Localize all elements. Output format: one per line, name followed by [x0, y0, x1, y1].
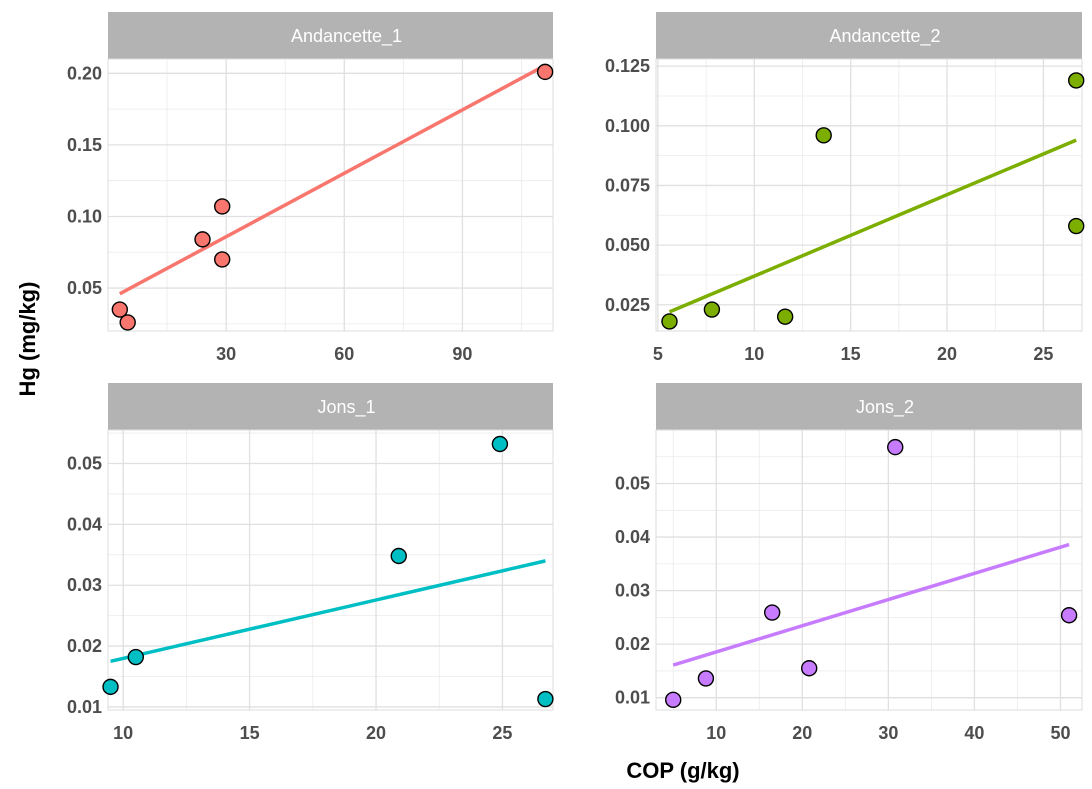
- facet-panels: Andancette_130 60 900.050.100.150.20Andanc…: [67, 12, 1085, 743]
- data-point: [763, 604, 781, 621]
- panel-background: [108, 59, 553, 331]
- regression-line: [668, 138, 1077, 314]
- x-tick-label: 20: [792, 723, 812, 743]
- data-point: [127, 648, 145, 666]
- y-axis-title: Hg (mg/kg): [15, 282, 40, 397]
- y-tick-label: 0.04: [615, 527, 650, 547]
- x-tick-label: 60: [334, 344, 354, 364]
- data-point: [665, 691, 682, 709]
- x-tick-label: 20: [937, 344, 957, 364]
- y-tick-label: 0.20: [67, 63, 102, 83]
- facet-panel-3: Jons_1 10 15 20 25 0.01 0.02 0.03 0.04 0.05: [67, 383, 554, 743]
- data-point: [102, 678, 119, 696]
- y-tick-label: 0.01: [67, 697, 102, 717]
- y-tick-label: 0.03: [615, 581, 650, 601]
- data-point: [537, 690, 554, 708]
- data-point: [111, 301, 129, 318]
- y-tick-label: 0.05: [615, 474, 650, 494]
- panel-border: [655, 429, 1083, 711]
- panel-border: [107, 429, 554, 711]
- data-point: [119, 314, 136, 331]
- data-point: [1068, 72, 1085, 89]
- data-point: [1060, 607, 1078, 624]
- facet-panel-4: Jons_2 10 20 30 40 50 0.01 0.02 0.03 0.04 0.05: [615, 383, 1083, 743]
- data-point: [815, 127, 832, 144]
- panel-background: [108, 430, 553, 710]
- x-tick-label: 30: [216, 344, 236, 364]
- data-point: [703, 301, 721, 318]
- regression-line: [118, 66, 543, 296]
- y-tick-label: 0.050: [605, 235, 650, 255]
- y-tick-label: 0.01: [615, 688, 650, 708]
- data-point: [214, 198, 231, 215]
- x-tick-label: 40: [964, 723, 984, 743]
- y-tick-label: 0.100: [605, 116, 650, 136]
- x-tick-label: 10: [706, 723, 726, 743]
- y-tick-label: 0.025: [605, 295, 650, 315]
- facet-strip-label: Andancette_2: [829, 26, 940, 47]
- data-point: [390, 547, 407, 565]
- facet-panel-2: Andancette_2 5 10 15 20 25 0.025 0.050 0.075 0.10…: [605, 12, 1085, 364]
- x-tick-label: 25: [1033, 344, 1053, 364]
- y-tick-label: 0.02: [67, 636, 102, 656]
- y-tick-label: 0.05: [67, 278, 102, 298]
- y-tick-label: 0.125: [605, 56, 650, 76]
- y-tick-label: 0.15: [67, 135, 102, 155]
- panel-border: [655, 58, 1083, 332]
- facet-strip-label: Jons_2: [856, 397, 914, 418]
- x-axis-title: COP (g/kg): [626, 758, 739, 783]
- x-tick-label: 15: [841, 344, 861, 364]
- regression-line: [672, 542, 1070, 667]
- y-tick-label: 0.04: [67, 514, 102, 534]
- facet-strip: [108, 12, 553, 59]
- x-tick-label: 90: [452, 344, 472, 364]
- data-point: [536, 63, 554, 81]
- panel-border: [107, 58, 554, 332]
- x-tick-label: 50: [1050, 723, 1070, 743]
- y-tick-label: 0.10: [67, 206, 102, 226]
- data-point: [214, 251, 231, 268]
- panel-background: [656, 430, 1082, 710]
- x-tick-label: 10: [744, 344, 764, 364]
- y-tick-label: 0.02: [615, 634, 650, 654]
- facet-strip: [656, 12, 1082, 59]
- regression-line: [110, 559, 546, 664]
- x-tick-label: 10: [113, 723, 133, 743]
- y-tick-label: 0.03: [67, 575, 102, 595]
- data-point: [800, 660, 818, 677]
- y-tick-label: 0.05: [67, 453, 102, 473]
- y-tick-label: 0.075: [605, 175, 650, 195]
- panel-background: [656, 59, 1082, 331]
- x-tick-label: 20: [366, 723, 386, 743]
- data-point: [661, 313, 678, 330]
- facet-strip: [656, 383, 1082, 430]
- x-tick-label: 5: [653, 344, 663, 364]
- data-point: [491, 435, 509, 453]
- x-tick-label: 25: [492, 723, 512, 743]
- data-point: [697, 670, 715, 687]
- data-point: [776, 308, 794, 325]
- x-tick-label: 15: [240, 723, 260, 743]
- facet-strip: [108, 383, 553, 430]
- facet-strip-label: Jons_1: [317, 397, 375, 418]
- facet-panel-1: Andancette_1 30 60 90 0.05 0.10 0.15 0.20: [67, 12, 554, 364]
- facet-strip-label: Andancette_1: [291, 26, 402, 47]
- data-point: [1068, 217, 1085, 235]
- data-point: [194, 231, 211, 248]
- x-tick-label: 30: [878, 723, 898, 743]
- data-point: [887, 438, 904, 456]
